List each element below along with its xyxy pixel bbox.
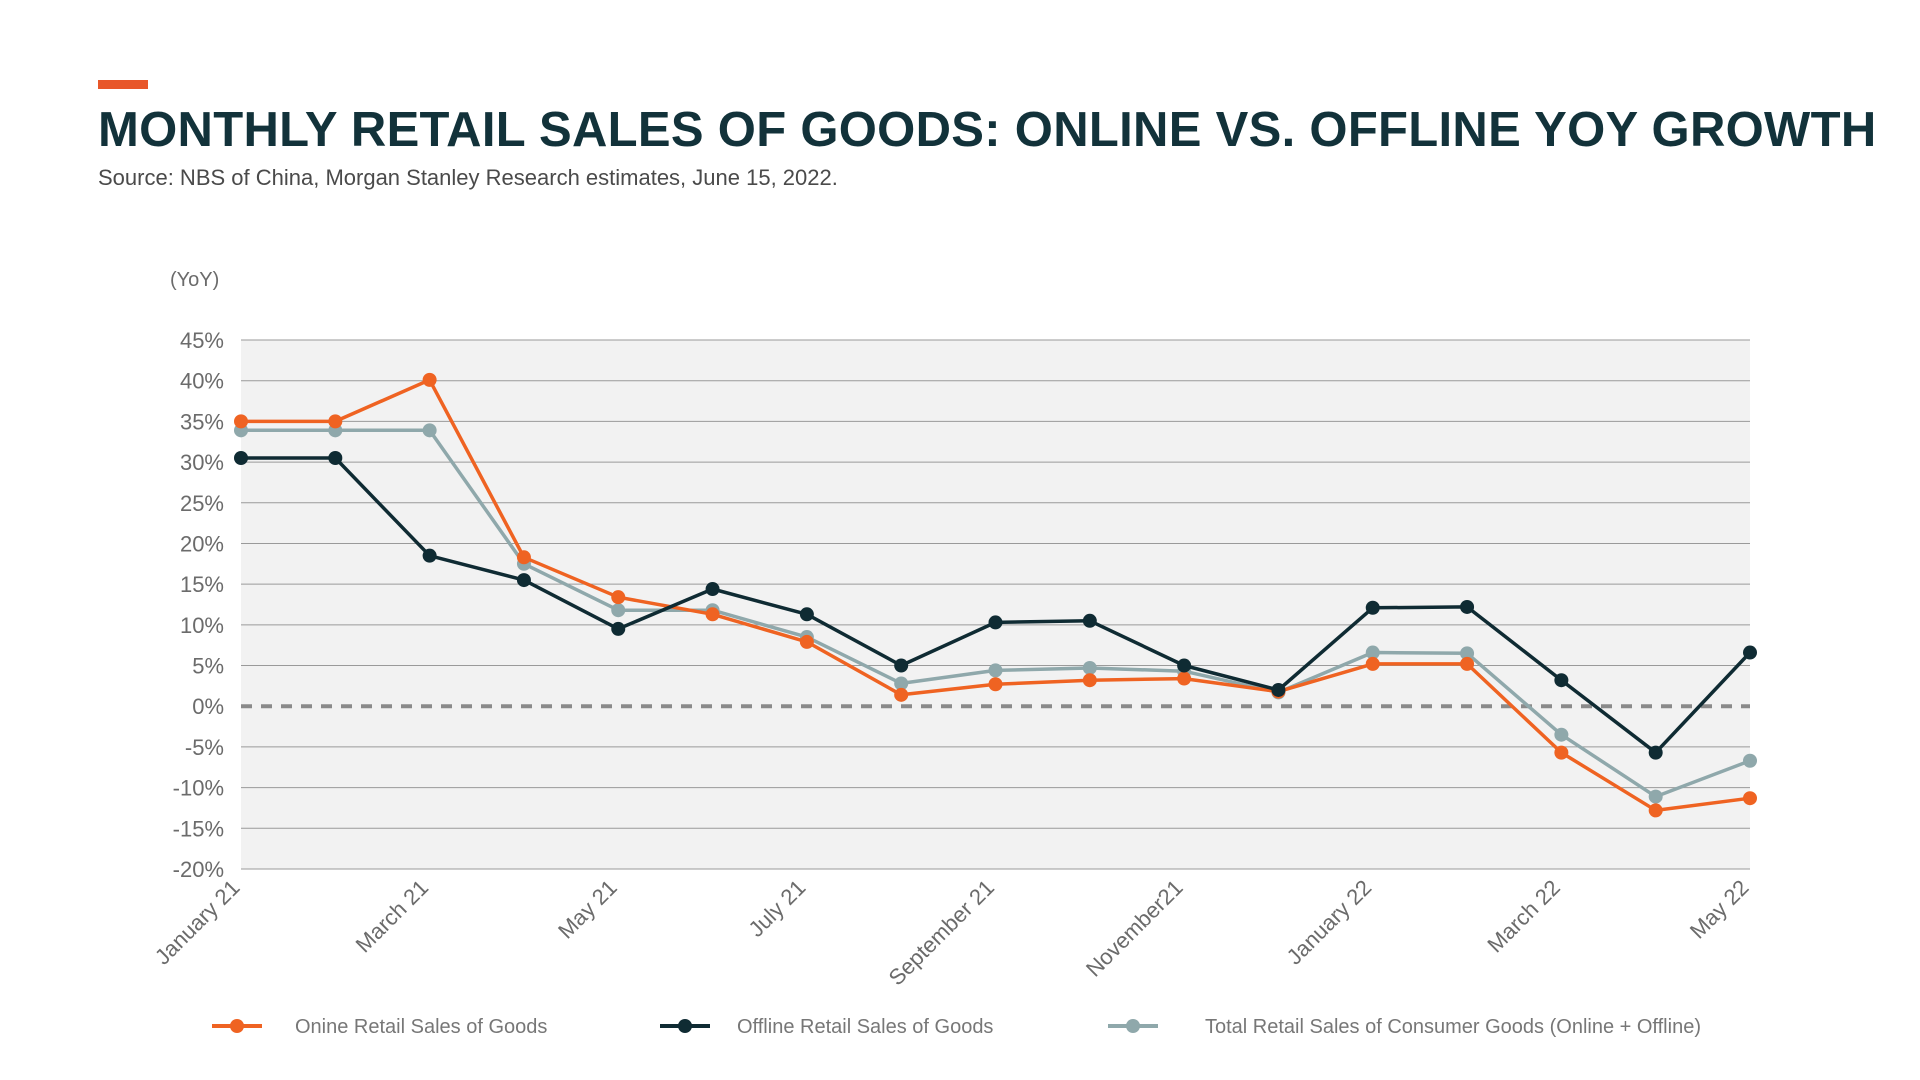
data-point — [1271, 682, 1286, 697]
data-point — [1743, 645, 1757, 660]
data-point — [516, 550, 531, 565]
data-point — [988, 677, 1003, 692]
y-tick-label: 0% — [192, 694, 224, 719]
x-axis-ticks: January 21 March 21 May 21 July 21 September… — [150, 875, 1754, 990]
chart-title: MONTHLY RETAIL SALES OF GOODS: ONLINE VS… — [98, 103, 1877, 157]
y-axis-unit-label: (YoY) — [170, 269, 219, 291]
data-point — [1648, 745, 1663, 760]
legend-swatch-marker — [230, 1019, 244, 1033]
data-point — [328, 451, 343, 466]
y-tick-label: 15% — [180, 572, 224, 597]
chart-source: Source: NBS of China, Morgan Stanley Res… — [98, 165, 838, 190]
data-point — [328, 414, 343, 429]
legend-item-offline: Offline Retail Sales of Goods — [660, 1016, 993, 1038]
data-point — [894, 658, 909, 673]
data-point — [988, 615, 1003, 630]
data-point — [1365, 656, 1380, 671]
data-point — [1648, 803, 1663, 818]
x-tick-label: January 22 — [1282, 875, 1377, 970]
data-point — [705, 582, 720, 597]
data-point — [422, 548, 437, 563]
title-accent-bar — [98, 80, 148, 89]
data-point — [1554, 745, 1569, 760]
x-tick-label: March 22 — [1482, 875, 1565, 958]
y-tick-label: -15% — [173, 816, 224, 841]
data-point — [422, 372, 437, 387]
legend-swatch-marker — [678, 1019, 692, 1033]
data-point — [1082, 613, 1097, 628]
legend-item-online: Onine Retail Sales of Goods — [212, 1016, 547, 1038]
data-point — [1082, 673, 1097, 688]
data-point — [705, 607, 720, 622]
legend-swatch-marker — [1126, 1019, 1140, 1033]
x-tick-label: November21 — [1081, 875, 1188, 982]
y-axis-ticks: 45% 40% 35% 30% 25% 20% 15% 10% 5% 0% -5% -10% -15% -… — [173, 328, 224, 882]
y-tick-label: 45% — [180, 328, 224, 353]
y-tick-label: 5% — [192, 654, 224, 679]
series-offline — [234, 451, 1757, 760]
plot-area — [241, 340, 1750, 869]
data-point — [988, 663, 1003, 678]
data-point — [1554, 727, 1569, 742]
data-point — [611, 603, 626, 618]
data-point — [1743, 791, 1757, 806]
data-point — [422, 423, 437, 438]
data-point — [1743, 753, 1757, 768]
data-point — [1460, 599, 1475, 614]
data-point — [516, 573, 531, 588]
y-tick-label: 40% — [180, 369, 224, 394]
y-tick-label: -20% — [173, 857, 224, 882]
data-point — [1082, 660, 1097, 675]
data-point — [611, 590, 626, 605]
x-tick-label: January 21 — [150, 875, 245, 970]
legend-label: Offline Retail Sales of Goods — [737, 1016, 993, 1038]
legend-label: Total Retail Sales of Consumer Goods (On… — [1205, 1016, 1701, 1038]
legend-label: Onine Retail Sales of Goods — [295, 1016, 547, 1038]
x-tick-label: September 21 — [884, 875, 999, 990]
data-point — [799, 634, 814, 649]
data-point — [611, 621, 626, 636]
y-tick-label: 35% — [180, 409, 224, 434]
data-point — [1554, 673, 1569, 688]
legend: Onine Retail Sales of Goods Offline Retai… — [212, 1016, 1701, 1038]
data-point — [1177, 671, 1192, 686]
y-tick-label: 20% — [180, 531, 224, 556]
data-point — [1460, 646, 1475, 661]
x-tick-label: May 21 — [553, 875, 622, 944]
data-point — [894, 676, 909, 691]
data-point — [894, 687, 909, 702]
data-point — [1460, 656, 1475, 671]
y-tick-label: 30% — [180, 450, 224, 475]
y-tick-label: 10% — [180, 613, 224, 638]
data-point — [1365, 600, 1380, 615]
data-point — [1365, 645, 1380, 660]
x-tick-label: July 21 — [743, 875, 810, 942]
y-tick-label: 25% — [180, 491, 224, 516]
data-point — [1648, 789, 1663, 804]
data-point — [234, 451, 248, 466]
x-tick-label: March 21 — [351, 875, 434, 958]
data-point — [799, 607, 814, 622]
legend-item-total: Total Retail Sales of Consumer Goods (On… — [1108, 1016, 1701, 1038]
series-lines — [234, 372, 1757, 818]
x-tick-label: May 22 — [1685, 875, 1754, 944]
data-point — [234, 414, 248, 429]
y-tick-label: -10% — [173, 776, 224, 801]
y-tick-label: -5% — [185, 735, 224, 760]
data-point — [1177, 658, 1192, 673]
